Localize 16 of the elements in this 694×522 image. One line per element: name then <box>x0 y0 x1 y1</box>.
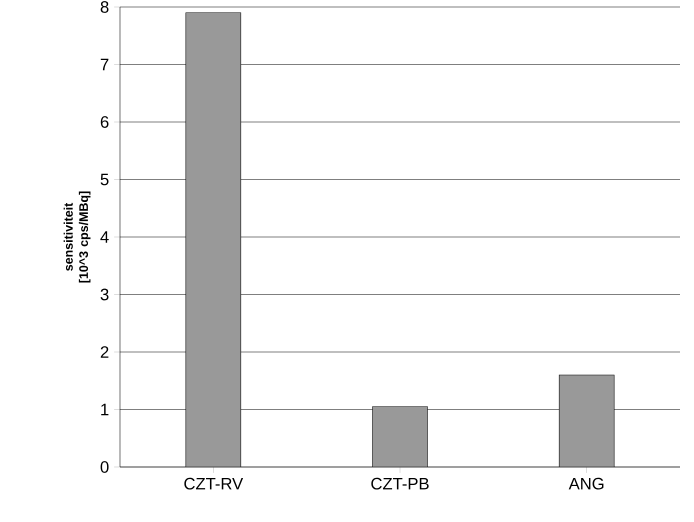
x-tick-label: CZT-RV <box>184 478 244 490</box>
y-tick-label: 8 <box>100 1 108 13</box>
y-tick-label: 2 <box>100 346 108 358</box>
y-tick-label: 7 <box>100 58 108 70</box>
x-tick-label: ANG <box>568 478 604 490</box>
x-tick-label: CZT-PB <box>371 478 429 490</box>
bar <box>186 12 242 467</box>
y-tick-label: 1 <box>101 404 108 416</box>
bar <box>372 406 428 467</box>
y-tick-label: 3 <box>100 288 108 300</box>
y-axis-title: sensitiviteit [10^3 cps/MBq] <box>64 192 90 282</box>
bar <box>558 374 614 467</box>
y-tick-label: 6 <box>100 116 108 128</box>
y-tick-label: 5 <box>100 174 108 186</box>
y-tick-label: 0 <box>100 461 109 473</box>
y-tick-label: 4 <box>100 231 109 243</box>
